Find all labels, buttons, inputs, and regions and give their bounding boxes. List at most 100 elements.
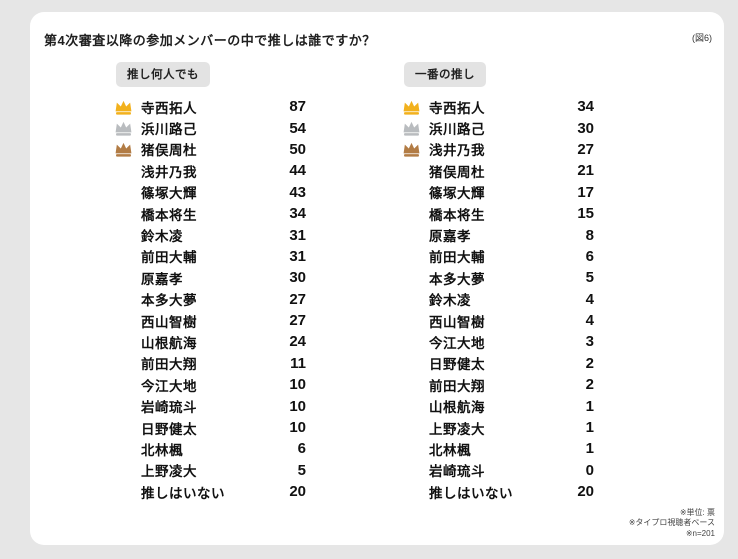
ranking-row: 橋本将生 15 (402, 203, 594, 224)
vote-count: 24 (289, 333, 306, 351)
ranking-row: 山根航海 24 (114, 331, 306, 352)
ranking-row: 鈴木凌 31 (114, 224, 306, 245)
vote-count: 34 (577, 98, 594, 116)
vote-count: 1 (585, 397, 594, 415)
member-name: 橋本将生 (141, 207, 197, 223)
ranking-row: 今江大地 10 (114, 374, 306, 395)
member-name: 篠塚大輝 (429, 186, 485, 202)
member-name: 寺西拓人 (141, 100, 197, 116)
ranking-row: 岩崎琉斗 10 (114, 395, 306, 416)
member-name: 西山智樹 (429, 314, 485, 330)
footnote-sample-size: ※n=201 (685, 529, 715, 539)
vote-count: 44 (289, 162, 306, 180)
vote-count: 10 (289, 376, 306, 394)
ranking-row: 浅井乃我 27 (402, 139, 594, 160)
ranking-row: 西山智樹 4 (402, 310, 594, 331)
member-name: 岩崎琉斗 (429, 464, 485, 480)
ranking-row: 上野凌大 5 (114, 460, 306, 481)
member-name: 猪俣周杜 (429, 164, 485, 180)
ranking-column-top-oshi: 一番の推し 寺西拓人 34 浜川路己 30 浅井乃我 27 猪俣周杜 21 篠塚大輝 17 橋本将生… (402, 62, 594, 502)
gold-crown-icon (114, 99, 141, 115)
ranking-row: 前田大輔 6 (402, 246, 594, 267)
ranking-row: 浅井乃我 44 (114, 160, 306, 181)
vote-count: 31 (289, 226, 306, 244)
vote-count: 15 (577, 205, 594, 223)
ranking-row: 日野健太 2 (402, 353, 594, 374)
member-name: 推しはいない (429, 485, 513, 501)
column-header-any-oshi: 推し何人でも (116, 62, 210, 87)
vote-count: 50 (289, 140, 306, 158)
ranking-row: 本多大夢 5 (402, 267, 594, 288)
vote-count: 6 (585, 247, 594, 265)
bronze-crown-icon (402, 141, 429, 158)
vote-count: 1 (585, 419, 594, 437)
ranking-row: 鈴木凌 4 (402, 289, 594, 310)
ranking-row: 篠塚大輝 43 (114, 182, 306, 203)
footnotes: ※単位: 票 ※タイプロ視聴者ベース ※n=201 (629, 508, 715, 540)
ranking-row: 篠塚大輝 17 (402, 182, 594, 203)
vote-count: 30 (289, 269, 306, 287)
member-name: 浜川路己 (429, 122, 485, 138)
ranking-list-any-oshi: 寺西拓人 87 浜川路己 54 猪俣周杜 50 浅井乃我 44 篠塚大輝 43 橋本将生 34 鈴木凌 3… (114, 96, 306, 502)
ranking-row: 山根航海 1 (402, 395, 594, 416)
vote-count: 27 (289, 312, 306, 330)
figure-label: (図6) (692, 33, 712, 43)
ranking-row: 浜川路己 54 (114, 117, 306, 138)
vote-count: 34 (289, 205, 306, 223)
vote-count: 10 (289, 397, 306, 415)
ranking-row: 前田大翔 11 (114, 353, 306, 374)
ranking-row: 前田大翔 2 (402, 374, 594, 395)
vote-count: 1 (585, 440, 594, 458)
vote-count: 2 (585, 376, 594, 394)
member-name: 浜川路己 (141, 122, 197, 138)
page-title: 第4次審査以降の参加メンバーの中で推しは誰ですか？ (44, 33, 376, 48)
ranking-row: 浜川路己 30 (402, 117, 594, 138)
member-name: 山根航海 (141, 335, 197, 351)
ranking-row: 今江大地 3 (402, 331, 594, 352)
vote-count: 4 (585, 290, 594, 308)
ranking-row: 北林楓 6 (114, 438, 306, 459)
ranking-row: 猪俣周杜 50 (114, 139, 306, 160)
member-name: 本多大夢 (141, 293, 197, 309)
vote-count: 10 (289, 419, 306, 437)
member-name: 西山智樹 (141, 314, 197, 330)
vote-count: 4 (585, 312, 594, 330)
ranking-column-any-oshi: 推し何人でも 寺西拓人 87 浜川路己 54 猪俣周杜 50 浅井乃我 44 篠塚大輝 43 橋本将… (114, 62, 306, 502)
ranking-row: 推しはいない 20 (402, 481, 594, 502)
ranking-row: 猪俣周杜 21 (402, 160, 594, 181)
member-name: 岩崎琉斗 (141, 400, 197, 416)
ranking-list-top-oshi: 寺西拓人 34 浜川路己 30 浅井乃我 27 猪俣周杜 21 篠塚大輝 17 橋本将生 15 原嘉孝 8… (402, 96, 594, 502)
vote-count: 31 (289, 247, 306, 265)
member-name: 日野健太 (429, 357, 485, 373)
survey-card: 第4次審査以降の参加メンバーの中で推しは誰ですか？ (図6) 推し何人でも 寺西… (30, 12, 724, 545)
member-name: 原嘉孝 (429, 229, 471, 245)
vote-count: 27 (289, 290, 306, 308)
member-name: 前田大輔 (429, 250, 485, 266)
member-name: 鈴木凌 (429, 293, 471, 309)
ranking-row: 原嘉孝 30 (114, 267, 306, 288)
vote-count: 3 (585, 333, 594, 351)
ranking-columns: 推し何人でも 寺西拓人 87 浜川路己 54 猪俣周杜 50 浅井乃我 44 篠塚大輝 43 橋本将… (114, 62, 594, 502)
member-name: 橋本将生 (429, 207, 485, 223)
column-header-top-oshi: 一番の推し (404, 62, 486, 87)
vote-count: 30 (577, 119, 594, 137)
vote-count: 0 (585, 461, 594, 479)
member-name: 上野凌大 (141, 464, 197, 480)
vote-count: 6 (297, 440, 306, 458)
silver-crown-icon (114, 120, 141, 136)
member-name: 本多大夢 (429, 271, 485, 287)
vote-count: 87 (289, 98, 306, 116)
ranking-row: 本多大夢 27 (114, 289, 306, 310)
footnote-unit: ※単位: 票 (679, 507, 715, 517)
ranking-row: 橋本将生 34 (114, 203, 306, 224)
member-name: 日野健太 (141, 421, 197, 437)
footnote-viewer-base: ※タイプロ視聴者ベース (628, 518, 715, 528)
ranking-row: 北林楓 1 (402, 438, 594, 459)
member-name: 今江大地 (429, 335, 485, 351)
ranking-row: 日野健太 10 (114, 417, 306, 438)
member-name: 今江大地 (141, 378, 197, 394)
silver-crown-icon (402, 120, 429, 136)
member-name: 北林楓 (429, 442, 471, 458)
vote-count: 21 (577, 162, 594, 180)
